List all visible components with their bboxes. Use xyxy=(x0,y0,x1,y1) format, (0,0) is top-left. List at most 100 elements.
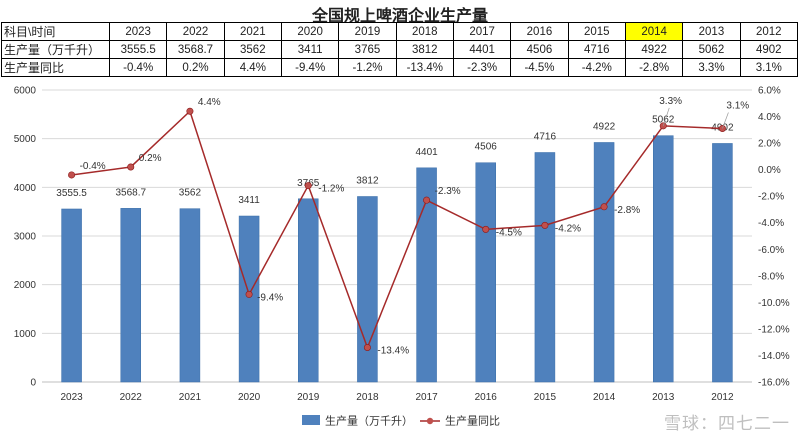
y-tick-left: 2000 xyxy=(14,280,37,291)
yoy-point xyxy=(186,107,194,115)
x-tick-label: 2020 xyxy=(238,392,261,403)
line-data-label: -0.4% xyxy=(80,161,106,172)
y-tick-right: -12.0% xyxy=(758,324,790,335)
table-cell-year: 2015 xyxy=(567,22,626,41)
yoy-point xyxy=(68,171,76,179)
table-cell-year: 2019 xyxy=(338,22,397,41)
table-cell-yoy: -9.4% xyxy=(280,58,340,77)
yoy-point xyxy=(245,290,253,298)
x-tick-label: 2013 xyxy=(652,392,675,403)
line-data-label: -13.4% xyxy=(377,345,409,356)
x-tick-label: 2021 xyxy=(179,392,202,403)
table-cell-yoy: 3.1% xyxy=(739,58,799,77)
table-cell-yoy: -2.3% xyxy=(452,58,512,77)
table-cell-yoy: 3.3% xyxy=(682,58,741,77)
table-cell-year: 2014 xyxy=(624,22,684,41)
x-tick-label: 2017 xyxy=(415,392,438,403)
table-cell-production: 3568.7 xyxy=(166,40,225,59)
combo-chart: 0 1000 2000 3000 4000 5000 6000 6.0% 4.0% 2.0% 0.0… xyxy=(14,86,790,428)
bar xyxy=(120,208,141,383)
bar-data-label: 4506 xyxy=(475,142,498,153)
yoy-point xyxy=(423,196,431,204)
table-cell-yoy: -4.2% xyxy=(567,58,626,77)
bar xyxy=(61,208,82,383)
table-cell-production: 4902 xyxy=(739,40,799,59)
yoy-point xyxy=(600,203,608,211)
x-tick-label: 2016 xyxy=(475,392,498,403)
y-tick-right: -2.0% xyxy=(758,192,784,203)
bar-data-label: 3568.7 xyxy=(115,187,146,198)
table-cell-production: 4401 xyxy=(452,40,512,59)
line-data-label: -9.4% xyxy=(257,292,283,303)
yoy-line xyxy=(71,109,723,350)
line-data-label: 3.1% xyxy=(726,100,749,111)
yoy-point xyxy=(363,343,371,351)
y-tick-right: -16.0% xyxy=(758,378,790,389)
table-row-production: 生产量（万千升） 3555.5 3568.7 3562 3411 3765 3812 440… xyxy=(1,40,799,59)
y-tick-right: 0.0% xyxy=(758,165,781,176)
table-cell-year: 2020 xyxy=(280,22,340,41)
table-cell-year: 2012 xyxy=(739,22,799,41)
bar-data-label: 5062 xyxy=(652,115,675,126)
table-cell-year: 2022 xyxy=(166,22,225,41)
line-data-label: 4.4% xyxy=(198,97,221,108)
bar-data-label: 3555.5 xyxy=(56,188,87,199)
x-tick-label: 2023 xyxy=(60,392,83,403)
bar xyxy=(298,198,319,383)
line-data-label: -1.2% xyxy=(318,184,344,195)
y-tick-left: 4000 xyxy=(14,183,37,194)
legend-marker xyxy=(426,417,434,425)
table-row-yoy: 生产量同比 -0.4% 0.2% 4.4% -9.4% -1.2% -13.4% -2.3%… xyxy=(1,58,799,77)
table-cell-year: 2018 xyxy=(395,22,454,41)
table-cell-production: 5062 xyxy=(682,40,741,59)
table-cell-yoy: -4.5% xyxy=(510,58,569,77)
yoy-point xyxy=(482,225,490,233)
table-cell-yoy: -13.4% xyxy=(395,58,454,77)
legend-label: 生产量（万千升） xyxy=(325,414,413,428)
line-data-label: 0.2% xyxy=(139,153,162,164)
bar xyxy=(238,215,260,383)
legend-swatch-bar xyxy=(302,415,320,425)
table-cell-year: 2013 xyxy=(682,22,741,41)
table-cell-production: 3555.5 xyxy=(108,40,168,59)
bar xyxy=(416,167,437,383)
bar xyxy=(534,152,556,383)
line-data-label: 3.3% xyxy=(659,96,682,107)
y-tick-right: -14.0% xyxy=(758,351,790,362)
yoy-point xyxy=(541,221,549,229)
legend-label: 生产量同比 xyxy=(445,414,500,428)
line-data-label: -4.2% xyxy=(555,223,581,234)
bar-data-label: 4401 xyxy=(415,147,438,158)
y-tick-right: 4.0% xyxy=(758,112,781,123)
table-cell-yoy: 0.2% xyxy=(166,58,225,77)
line-data-label: -2.8% xyxy=(614,205,640,216)
y-tick-left: 5000 xyxy=(14,134,37,145)
y-tick-left: 6000 xyxy=(14,86,37,97)
table-cell-production: 3562 xyxy=(223,40,282,59)
table-cell-year: 2021 xyxy=(223,22,282,41)
line-data-label: -4.5% xyxy=(496,227,522,238)
label-leader xyxy=(722,112,729,129)
y-tick-right: -4.0% xyxy=(758,218,784,229)
bar xyxy=(593,142,615,383)
table-cell-production: 3765 xyxy=(338,40,397,59)
y-tick-right: -8.0% xyxy=(758,271,784,282)
bar-data-label: 4716 xyxy=(534,131,557,142)
table-cell-yoy: -0.4% xyxy=(108,58,168,77)
line-data-label: -2.3% xyxy=(435,186,461,197)
bar xyxy=(475,162,496,383)
x-tick-label: 2014 xyxy=(593,392,616,403)
page-title: 全国规上啤酒企业生产量 xyxy=(311,6,488,25)
bar-data-label: 3411 xyxy=(238,195,260,206)
table-cell-production: 4506 xyxy=(510,40,569,59)
bar xyxy=(653,135,674,383)
watermark: 雪球：四七二一 xyxy=(664,414,790,434)
y-tick-right: 6.0% xyxy=(758,86,781,97)
x-tick-label: 2019 xyxy=(297,392,320,403)
x-tick-label: 2018 xyxy=(356,392,379,403)
table-cell-yoy: 4.4% xyxy=(223,58,282,77)
bar-data-label: 3812 xyxy=(356,175,379,186)
table-cell-year: 2016 xyxy=(510,22,569,41)
x-tick-label: 2015 xyxy=(534,392,557,403)
x-tick-label: 2022 xyxy=(120,392,143,403)
